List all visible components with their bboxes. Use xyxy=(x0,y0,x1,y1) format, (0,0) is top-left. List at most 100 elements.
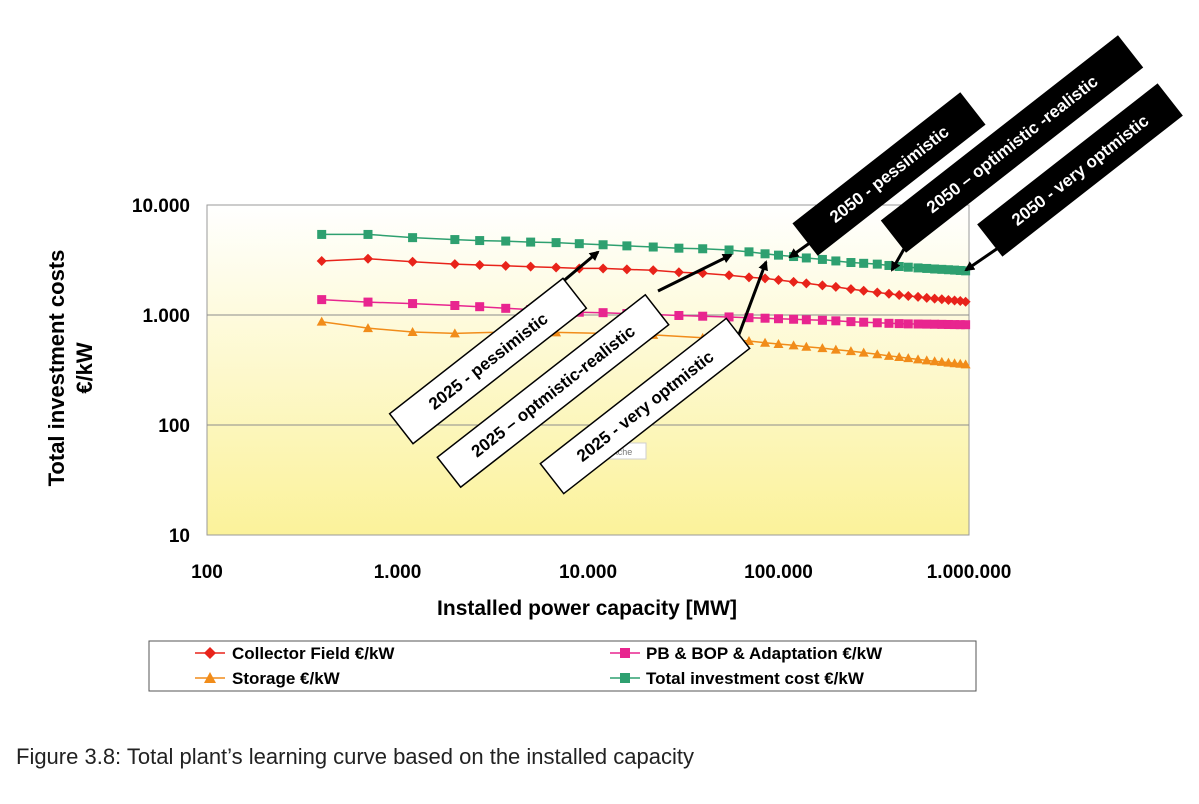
data-point xyxy=(450,301,460,311)
data-point xyxy=(362,253,373,264)
data-point xyxy=(884,260,894,270)
data-point xyxy=(929,293,940,304)
data-point xyxy=(500,260,511,271)
data-point xyxy=(846,258,856,268)
data-point xyxy=(943,265,953,275)
y-axis-label-line1: Total investment costs xyxy=(44,250,69,487)
data-point xyxy=(316,316,327,326)
data-point xyxy=(955,320,965,330)
data-point xyxy=(883,350,894,360)
x-tick-label: 1.000 xyxy=(374,562,422,583)
data-point xyxy=(788,276,799,287)
data-point xyxy=(648,265,659,276)
data-point xyxy=(474,259,485,270)
arrow-2050-very-optimistic xyxy=(964,244,1002,272)
data-point xyxy=(760,273,771,284)
y-tick-label: 10.000 xyxy=(132,196,190,217)
data-point xyxy=(408,299,418,309)
data-point xyxy=(872,259,882,269)
data-point xyxy=(743,272,754,283)
data-point xyxy=(943,357,954,367)
data-point xyxy=(475,302,485,312)
data-point xyxy=(929,356,940,366)
data-point xyxy=(831,256,841,266)
data-point xyxy=(317,295,327,305)
legend-item-total: Total investment cost €/kW xyxy=(610,669,865,688)
data-point xyxy=(930,319,940,329)
data-point xyxy=(903,319,913,329)
data-point xyxy=(475,236,485,246)
x-tick-labels: 100 1.000 10.000 100.000 1.000.000 xyxy=(191,562,1011,583)
data-point xyxy=(724,312,734,322)
y-tick-label: 10 xyxy=(169,526,190,547)
data-point xyxy=(744,313,754,323)
data-point xyxy=(648,242,658,252)
data-point xyxy=(801,315,811,325)
legend-label-collector-field: Collector Field €/kW xyxy=(232,644,395,663)
series-0 xyxy=(316,253,971,307)
y-tick-label: 100 xyxy=(158,416,190,437)
data-point xyxy=(801,253,811,263)
x-tick-label: 100 xyxy=(191,562,223,583)
data-point xyxy=(883,288,894,299)
data-point xyxy=(845,284,856,295)
data-point xyxy=(801,341,812,351)
y-axis-label-line2: €/kW xyxy=(72,342,97,394)
y-tick-label: 1.000 xyxy=(142,306,190,327)
x-tick-label: 10.000 xyxy=(559,562,617,583)
data-point xyxy=(830,344,841,354)
data-point xyxy=(362,323,373,333)
data-point xyxy=(724,245,734,255)
data-point xyxy=(858,347,869,357)
legend-label-pb-bop: PB & BOP & Adaptation €/kW xyxy=(646,644,883,663)
legend-label-total: Total investment cost €/kW xyxy=(646,669,865,688)
data-point xyxy=(846,317,856,327)
data-point xyxy=(407,327,418,337)
legend-label-storage: Storage €/kW xyxy=(232,669,341,688)
data-point xyxy=(407,256,418,267)
data-point xyxy=(801,278,812,289)
data-point xyxy=(363,229,373,239)
data-point xyxy=(943,319,953,329)
data-point xyxy=(744,247,754,257)
data-point xyxy=(894,319,904,329)
arrow-2025-very-optimistic xyxy=(733,260,768,346)
legend-marker-triangle xyxy=(204,672,216,683)
data-point xyxy=(950,320,960,330)
data-point xyxy=(949,295,960,306)
data-point xyxy=(913,319,923,329)
y-axis-label: Total investment costs €/kW xyxy=(44,250,97,487)
data-point xyxy=(913,291,924,302)
data-point xyxy=(598,308,608,318)
data-point xyxy=(921,355,932,365)
legend-item-storage: Storage €/kW xyxy=(195,669,341,688)
x-axis-label: Installed power capacity [MW] xyxy=(437,597,737,620)
data-point xyxy=(884,318,894,328)
data-point xyxy=(760,313,770,323)
data-point xyxy=(922,319,932,329)
figure-caption: Figure 3.8: Total plant’s learning curve… xyxy=(16,744,694,769)
data-point xyxy=(913,354,924,364)
data-point xyxy=(955,265,965,275)
arrow-2025-optimistic-realistic xyxy=(657,253,733,293)
data-point xyxy=(950,265,960,275)
data-point xyxy=(872,318,882,328)
data-point xyxy=(408,233,418,243)
data-point xyxy=(961,320,971,330)
data-point xyxy=(894,289,905,300)
legend-item-pb-bop: PB & BOP & Adaptation €/kW xyxy=(610,644,883,663)
legend-marker-diamond xyxy=(204,647,216,659)
data-point xyxy=(936,356,947,366)
data-point xyxy=(773,338,784,348)
data-point xyxy=(817,315,827,325)
data-point xyxy=(674,310,684,320)
data-point xyxy=(937,319,947,329)
data-point xyxy=(858,285,869,296)
x-tick-label: 100.000 xyxy=(744,562,813,583)
data-point xyxy=(449,259,460,270)
data-point xyxy=(930,264,940,274)
data-point xyxy=(501,303,511,313)
data-point xyxy=(845,346,856,356)
data-point xyxy=(449,328,460,338)
